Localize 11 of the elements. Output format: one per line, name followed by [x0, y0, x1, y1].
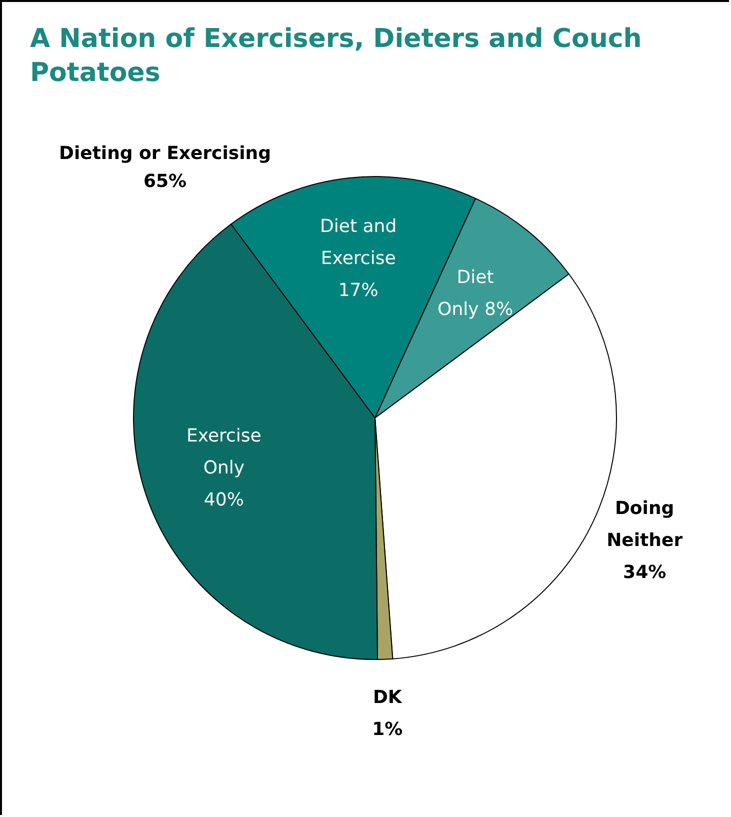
- slice-label: Exercise Only: [186, 426, 262, 479]
- text: Dieting or Exercising 65%: [58, 142, 272, 194]
- data-label: 34%: [623, 562, 666, 584]
- slice-label: Diet and Exercise: [320, 216, 397, 270]
- slice-label: Doing Neither: [606, 498, 683, 552]
- slice-label: Diet Only 8%: [438, 266, 514, 320]
- data-label: 1%: [372, 718, 403, 740]
- data-label: 40%: [204, 490, 244, 511]
- slice-label: DK: [372, 686, 403, 708]
- chart-title: A Nation of Exercisers, Dieters and Couch Potatoes: [30, 23, 643, 90]
- data-label: 17%: [338, 280, 378, 302]
